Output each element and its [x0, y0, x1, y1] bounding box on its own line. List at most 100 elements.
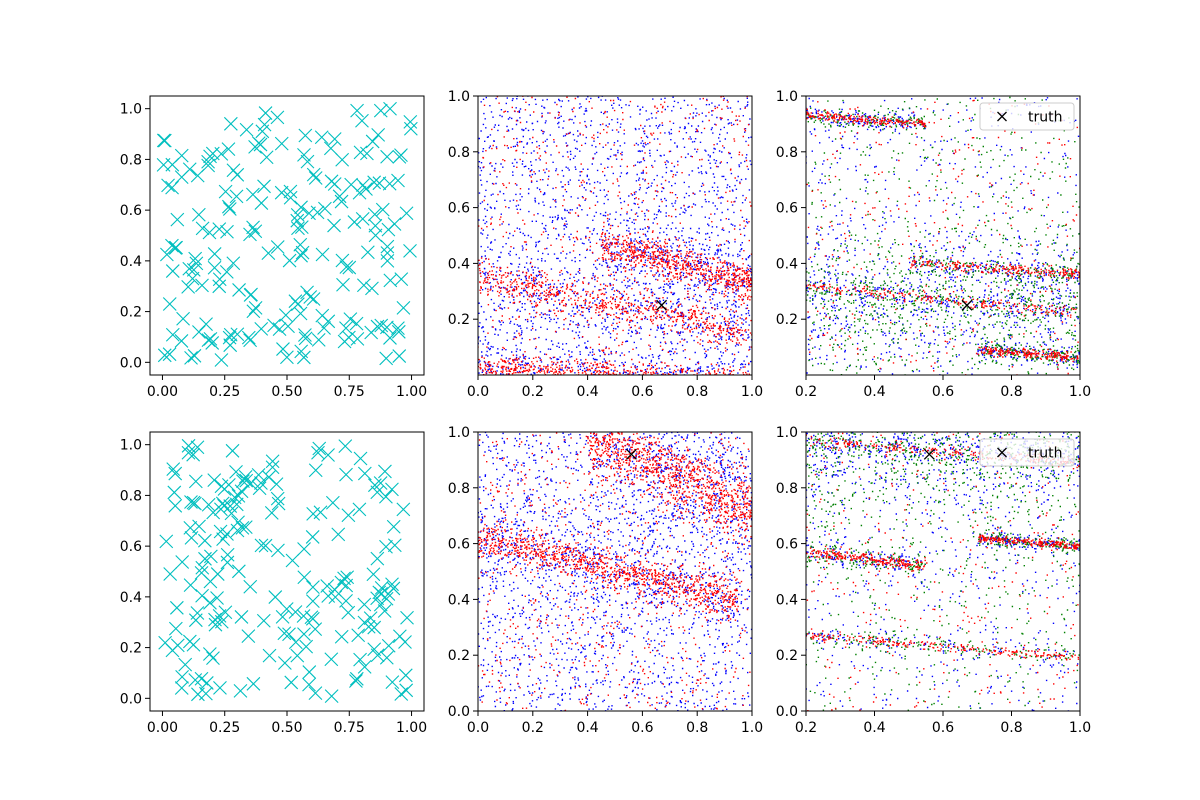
x-marker: [195, 588, 209, 603]
x-marker: [356, 178, 370, 192]
x-marker: [367, 620, 382, 635]
x-marker: [181, 280, 196, 294]
x-marker: [352, 185, 367, 200]
series-points: [478, 96, 752, 375]
x-marker: [220, 547, 235, 562]
x-marker: [182, 162, 197, 177]
y-tick-label: 0.2: [448, 648, 470, 664]
x-marker: [283, 184, 298, 199]
x-marker: [359, 182, 373, 196]
x-tick-label: 0.6: [631, 720, 653, 736]
y-tick-label: 0.2: [120, 641, 142, 657]
x-marker: [374, 318, 389, 333]
x-marker: [275, 610, 290, 624]
x-tick-label: 0.4: [863, 720, 885, 736]
x-marker: [207, 247, 222, 261]
x-tick-label: 0.6: [631, 384, 653, 400]
series-points: [478, 432, 752, 711]
x-marker: [327, 218, 341, 233]
x-tick-label: 0.2: [795, 720, 817, 736]
x-marker: [341, 605, 356, 620]
x-marker: [251, 136, 266, 151]
x-marker: [280, 350, 294, 365]
x-marker: [324, 174, 339, 189]
y-tick-label: 0.4: [120, 590, 142, 606]
x-marker: [157, 348, 172, 363]
subplot-r0c1: 0.0 0.2 0.4 0.6 0.8 1.0 0.2 0.4 0.6 0.8 1.0: [448, 89, 763, 400]
subplot-r0c0: 0.00 0.25 0.50 0.75 1.00 0.0 0.2 0.4 0.6 0.8 1.0: [120, 95, 427, 400]
x-marker: [165, 238, 179, 253]
x-marker: [254, 322, 269, 336]
x-marker: [234, 610, 249, 624]
x-marker: [294, 220, 309, 235]
y-tick-label: 0.4: [776, 256, 798, 272]
x-marker: [351, 628, 366, 643]
x-tick-label: 1.00: [396, 720, 427, 736]
x-marker: [232, 283, 246, 297]
x-tick-label: 0.2: [522, 720, 544, 736]
x-tick-label: 0.75: [334, 720, 365, 736]
x-tick-label: 0.00: [147, 384, 178, 400]
legend-label: truth: [1028, 446, 1062, 462]
subplot-r1c0: 0.00 0.25 0.50 0.75 1.00 0.0 0.2 0.4 0.6 0.8 1.0: [120, 431, 427, 736]
legend: truth: [979, 102, 1075, 131]
x-marker: [257, 179, 271, 194]
x-marker: [201, 497, 216, 512]
y-tick-label: 0.4: [120, 254, 142, 270]
x-marker: [181, 445, 196, 460]
x-marker: [176, 311, 190, 326]
x-marker: [212, 279, 227, 294]
x-marker: [227, 490, 242, 505]
x-marker: [236, 474, 250, 489]
x-marker: [277, 626, 292, 641]
y-tick-label: 0.6: [120, 203, 142, 219]
x-marker: [349, 671, 364, 686]
x-marker: [305, 530, 320, 544]
x-tick-label: 0.0: [467, 384, 489, 400]
x-marker: [317, 321, 331, 335]
x-marker: [382, 176, 397, 191]
plot-area: [156, 101, 418, 367]
x-marker: [243, 333, 258, 348]
x-marker: [298, 128, 313, 143]
x-marker: [368, 478, 382, 493]
x-marker: [298, 328, 312, 342]
x-marker: [387, 538, 402, 553]
x-marker: [233, 683, 248, 698]
x-marker: [385, 675, 400, 690]
legend-label: truth: [1028, 110, 1062, 126]
x-marker: [212, 222, 227, 237]
x-marker: [343, 312, 358, 326]
x-marker: [218, 184, 233, 199]
x-marker: [311, 332, 326, 347]
x-marker: [356, 278, 371, 293]
x-marker: [210, 567, 225, 581]
y-tick-label: 1.0: [448, 425, 470, 441]
x-marker: [235, 520, 250, 535]
y-tick-label: 0.8: [120, 152, 142, 168]
truth-marker: [625, 448, 637, 460]
x-marker: [166, 462, 181, 476]
x-marker: [385, 577, 399, 592]
x-marker: [349, 674, 363, 688]
x-marker: [187, 348, 202, 363]
x-marker: [331, 527, 346, 542]
x-marker: [254, 476, 268, 490]
x-marker: [368, 218, 383, 233]
series-points: [806, 96, 1080, 375]
x-marker: [353, 145, 368, 160]
x-marker: [213, 681, 227, 695]
x-marker: [396, 502, 411, 517]
x-marker: [305, 594, 320, 608]
x-marker: [241, 629, 256, 644]
legend-box: [979, 102, 1075, 131]
x-marker: [339, 260, 354, 274]
x-marker: [367, 207, 382, 222]
x-marker: [380, 246, 395, 260]
x-marker: [323, 141, 338, 156]
x-marker: [170, 212, 185, 227]
x-marker: [169, 240, 184, 255]
x-marker: [347, 215, 362, 229]
y-tick-label: 0.4: [448, 592, 470, 608]
